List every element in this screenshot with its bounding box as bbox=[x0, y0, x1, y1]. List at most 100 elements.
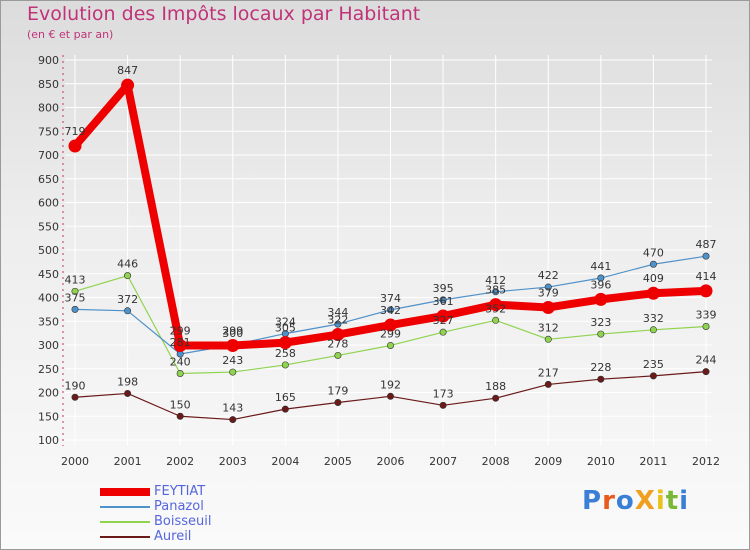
data-point-boisseuil-2006 bbox=[386, 341, 394, 349]
logo-letter: i bbox=[655, 486, 666, 516]
y-tick-label-600: 600 bbox=[38, 197, 59, 210]
x-tick-label-2006: 2006 bbox=[377, 455, 405, 468]
logo-letter: P bbox=[582, 486, 603, 516]
data-point-aureil-2005 bbox=[334, 398, 342, 406]
data-point-aureil-2009 bbox=[544, 380, 552, 388]
data-label-boisseuil-2000: 413 bbox=[65, 273, 86, 286]
data-label-boisseuil-2004: 258 bbox=[275, 347, 296, 360]
data-label-panazol-2012: 487 bbox=[696, 238, 717, 251]
data-label-boisseuil-2003: 243 bbox=[222, 354, 243, 367]
data-point-feytiat-2007 bbox=[436, 309, 450, 323]
data-label-aureil-2010: 228 bbox=[590, 361, 611, 374]
data-label-feytiat-2010: 396 bbox=[590, 278, 611, 291]
data-point-aureil-2010 bbox=[597, 375, 605, 383]
data-label-panazol-2003: 300 bbox=[222, 327, 243, 340]
data-point-boisseuil-2007 bbox=[439, 328, 447, 336]
data-point-feytiat-2011 bbox=[646, 286, 660, 300]
y-tick-label-550: 550 bbox=[38, 220, 59, 233]
data-point-panazol-2012 bbox=[702, 252, 710, 260]
legend: FEYTIAT Panazol Boisseuil Aureil bbox=[100, 484, 300, 544]
data-label-panazol-2006: 374 bbox=[380, 292, 401, 305]
data-label-feytiat-2006: 342 bbox=[380, 304, 401, 317]
data-point-boisseuil-2008 bbox=[492, 316, 500, 324]
data-point-aureil-2006 bbox=[386, 392, 394, 400]
data-point-panazol-2001 bbox=[124, 307, 132, 315]
data-label-feytiat-2008: 385 bbox=[485, 284, 506, 297]
data-point-aureil-2003 bbox=[229, 416, 237, 424]
data-label-boisseuil-2006: 299 bbox=[380, 327, 401, 340]
y-tick-label-400: 400 bbox=[38, 292, 59, 305]
data-point-aureil-2012 bbox=[702, 368, 710, 376]
proxiti-logo: ProXiti bbox=[582, 486, 689, 516]
y-tick-label-150: 150 bbox=[38, 410, 59, 423]
data-label-aureil-2004: 165 bbox=[275, 391, 296, 404]
y-tick-label-650: 650 bbox=[38, 173, 59, 186]
data-label-aureil-2005: 179 bbox=[327, 384, 348, 397]
legend-swatch-panazol bbox=[100, 506, 150, 508]
legend-item-feytiat: FEYTIAT bbox=[100, 484, 300, 499]
data-point-panazol-2005 bbox=[334, 320, 342, 328]
series-layer bbox=[68, 78, 713, 424]
data-label-boisseuil-2001: 446 bbox=[117, 258, 138, 271]
x-tick-label-2008: 2008 bbox=[482, 455, 510, 468]
data-label-panazol-2000: 375 bbox=[65, 291, 86, 304]
legend-item-boisseuil: Boisseuil bbox=[100, 514, 300, 529]
data-label-feytiat-2012: 414 bbox=[696, 270, 717, 283]
data-label-panazol-2002: 281 bbox=[170, 336, 191, 349]
chart-subtitle: (en € et par an) bbox=[27, 28, 114, 41]
x-tick-label-2007: 2007 bbox=[429, 455, 457, 468]
data-label-aureil-2002: 150 bbox=[170, 398, 191, 411]
data-label-feytiat-2000: 719 bbox=[65, 125, 86, 138]
data-point-feytiat-2004 bbox=[278, 336, 292, 350]
data-point-aureil-2000 bbox=[71, 393, 79, 401]
data-point-boisseuil-2004 bbox=[281, 361, 289, 369]
x-tick-label-2011: 2011 bbox=[639, 455, 667, 468]
data-label-aureil-2007: 173 bbox=[433, 387, 454, 400]
data-label-panazol-2010: 441 bbox=[590, 260, 611, 273]
data-label-boisseuil-2012: 339 bbox=[696, 308, 717, 321]
y-tick-label-300: 300 bbox=[38, 339, 59, 352]
data-point-feytiat-2010 bbox=[594, 292, 608, 306]
logo-letter: X bbox=[634, 486, 656, 516]
x-tick-label-2002: 2002 bbox=[166, 455, 194, 468]
data-label-aureil-2009: 217 bbox=[538, 366, 559, 379]
data-point-aureil-2001 bbox=[124, 389, 132, 397]
x-tick-label-2001: 2001 bbox=[114, 455, 142, 468]
x-tick-label-2003: 2003 bbox=[219, 455, 247, 468]
data-label-boisseuil-2002: 240 bbox=[170, 356, 191, 369]
data-label-aureil-2001: 198 bbox=[117, 375, 138, 388]
data-label-aureil-2011: 235 bbox=[643, 358, 664, 371]
x-tick-label-2009: 2009 bbox=[534, 455, 562, 468]
data-labels: 719 847 299 299 305 322 342 361 385 379 396 409 414 3… bbox=[65, 64, 717, 414]
data-point-panazol-2010 bbox=[597, 274, 605, 282]
legend-label-aureil: Aureil bbox=[154, 529, 192, 544]
data-label-aureil-2003: 143 bbox=[222, 402, 243, 415]
y-tick-label-900: 900 bbox=[38, 54, 59, 67]
data-label-panazol-2005: 344 bbox=[327, 306, 348, 319]
data-label-boisseuil-2011: 332 bbox=[643, 312, 664, 325]
logo-letter: i bbox=[679, 486, 690, 516]
logo-letter: r bbox=[602, 486, 616, 516]
data-point-aureil-2004 bbox=[281, 405, 289, 413]
x-tick-label-2010: 2010 bbox=[587, 455, 615, 468]
data-point-feytiat-2008 bbox=[489, 298, 503, 312]
data-label-panazol-2001: 372 bbox=[117, 293, 138, 306]
legend-label-feytiat: FEYTIAT bbox=[154, 484, 206, 499]
data-label-boisseuil-2009: 312 bbox=[538, 321, 559, 334]
data-label-aureil-2008: 188 bbox=[485, 380, 506, 393]
data-point-aureil-2008 bbox=[492, 394, 500, 402]
data-point-panazol-2007 bbox=[439, 296, 447, 304]
data-point-panazol-2006 bbox=[386, 306, 394, 314]
data-label-boisseuil-2010: 323 bbox=[590, 316, 611, 329]
legend-item-panazol: Panazol bbox=[100, 499, 300, 514]
data-point-feytiat-2009 bbox=[541, 300, 555, 314]
legend-item-aureil: Aureil bbox=[100, 529, 300, 544]
data-label-panazol-2004: 324 bbox=[275, 316, 296, 329]
legend-label-panazol: Panazol bbox=[154, 499, 204, 514]
logo-letter: t bbox=[665, 486, 680, 516]
data-label-panazol-2011: 470 bbox=[643, 246, 664, 259]
data-point-boisseuil-2005 bbox=[334, 351, 342, 359]
data-point-panazol-2011 bbox=[649, 260, 657, 268]
data-label-boisseuil-2005: 278 bbox=[327, 337, 348, 350]
